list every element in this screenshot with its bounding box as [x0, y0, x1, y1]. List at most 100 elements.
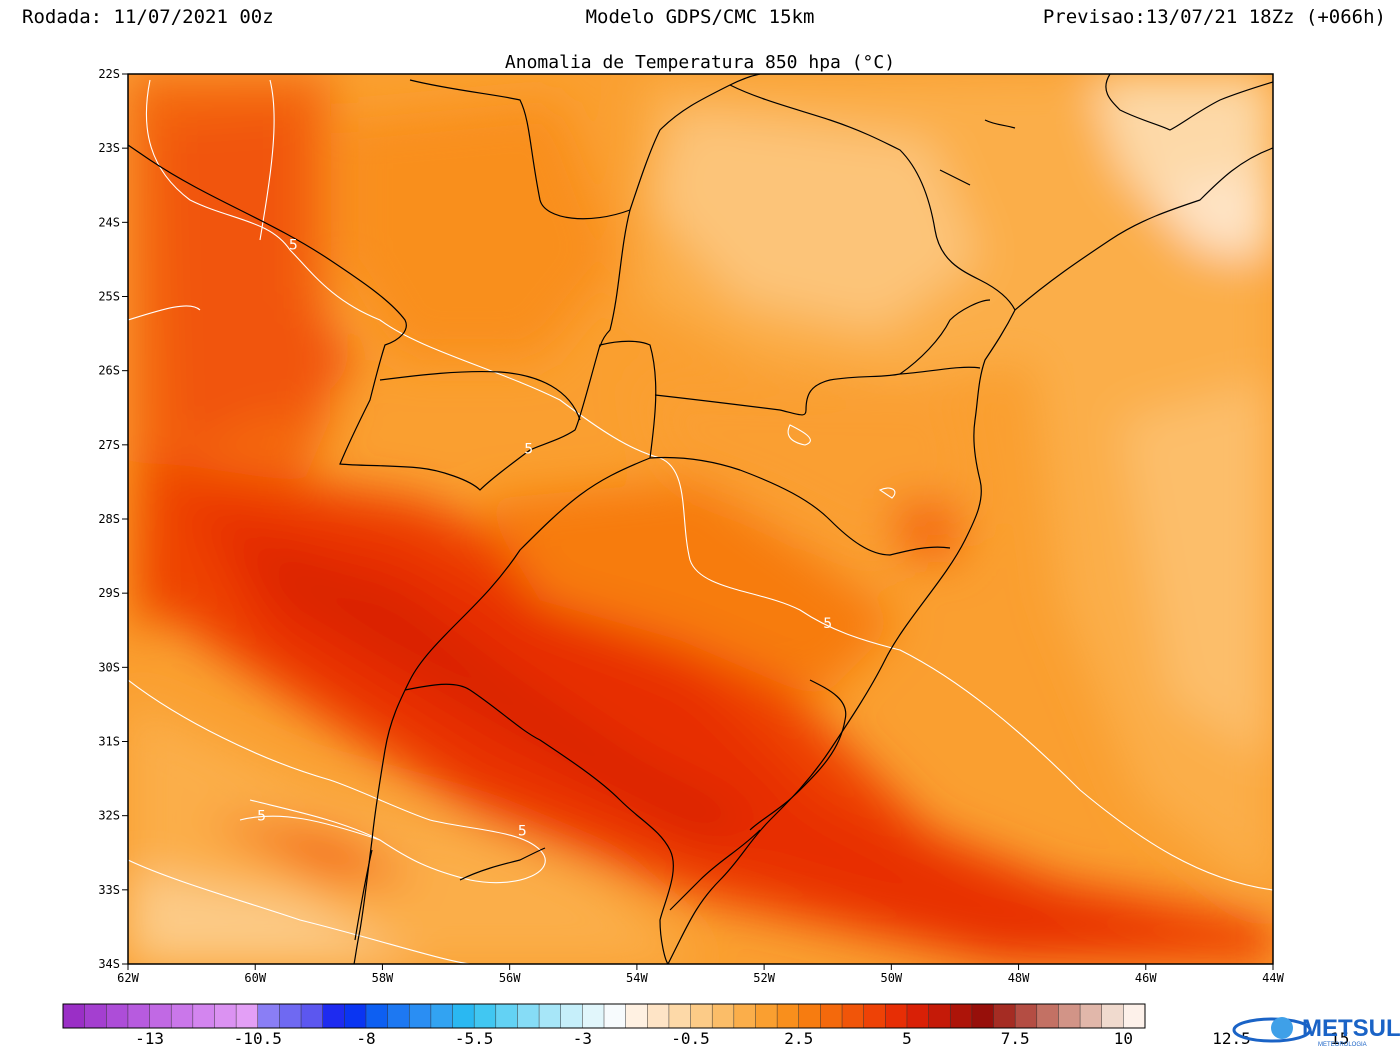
lon-tick-label: 54W — [626, 971, 648, 985]
colorbar-swatch — [1080, 1004, 1103, 1028]
lat-tick-label: 27S — [98, 438, 120, 452]
colorbar-swatch — [279, 1004, 302, 1028]
colorbar-swatch — [387, 1004, 410, 1028]
colorbar-swatch — [820, 1004, 843, 1028]
lon-tick-label: 62W — [117, 971, 139, 985]
colorbar-swatch — [452, 1004, 475, 1028]
contour-value-label: 5 — [289, 238, 298, 254]
colorbar-swatch — [106, 1004, 129, 1028]
colorbar-swatch — [192, 1004, 215, 1028]
colorbar-swatch — [257, 1004, 280, 1028]
contour-value-label: 5 — [518, 824, 527, 840]
colorbar-swatch — [1015, 1004, 1038, 1028]
colorbar-swatch — [906, 1004, 929, 1028]
lon-tick-label: 52W — [753, 971, 775, 985]
lat-tick-label: 34S — [98, 957, 120, 971]
colorbar-swatch — [798, 1004, 821, 1028]
lat-tick-label: 33S — [98, 883, 120, 897]
political-borders — [128, 74, 1273, 964]
colorbar-swatch — [430, 1004, 453, 1028]
anomaly-field — [128, 74, 1273, 964]
colorbar-swatch — [127, 1004, 150, 1028]
longitude-axis: 62W 60W 58W 56W 54W 52W 50W 48W 46W 44W — [117, 964, 1285, 985]
lat-tick-label: 31S — [98, 735, 120, 749]
colorbar-swatch — [1036, 1004, 1059, 1028]
colorbar-label: 10 — [1114, 1029, 1133, 1048]
colorbar-swatch — [1058, 1004, 1081, 1028]
colorbar-swatch — [171, 1004, 194, 1028]
colorbar-swatch — [755, 1004, 778, 1028]
logo-globe-icon — [1271, 1017, 1293, 1039]
lat-tick-label: 28S — [98, 512, 120, 526]
lat-tick-label: 30S — [98, 660, 120, 674]
lon-tick-label: 48W — [1008, 971, 1030, 985]
colorbar-label: -13 — [135, 1029, 164, 1048]
colorbar-swatch — [495, 1004, 518, 1028]
colorbar-swatch — [517, 1004, 540, 1028]
colorbar-swatch — [409, 1004, 432, 1028]
colorbar-label: -10.5 — [234, 1029, 282, 1048]
colorbar-label: -5.5 — [455, 1029, 494, 1048]
colorbar-swatch — [950, 1004, 973, 1028]
lat-tick-label: 32S — [98, 809, 120, 823]
colorbar-label: 5 — [902, 1029, 912, 1048]
lon-tick-label: 50W — [880, 971, 902, 985]
colorbar-swatch — [668, 1004, 691, 1028]
lat-tick-label: 29S — [98, 586, 120, 600]
colorbar-swatch — [1123, 1004, 1146, 1028]
colorbar-swatch — [690, 1004, 713, 1028]
lon-tick-label: 58W — [372, 971, 394, 985]
lon-tick-label: 56W — [499, 971, 521, 985]
colorbar-swatch — [582, 1004, 605, 1028]
contour-lines — [128, 79, 1273, 964]
colorbar-label: 7.5 — [1001, 1029, 1030, 1048]
colorbar-swatch — [863, 1004, 886, 1028]
metsul-logo: METSUL METEOROLOGIA — [1232, 1015, 1400, 1048]
colorbar-swatch — [842, 1004, 865, 1028]
colorbar: -13 -10.5 -8 -5.5 -3 -0.5 2.5 5 7.5 10 12.5 15 — [62, 1003, 1349, 1048]
colorbar-swatch — [84, 1004, 107, 1028]
colorbar-swatch — [625, 1004, 648, 1028]
colorbar-swatch — [993, 1004, 1016, 1028]
lat-tick-label: 26S — [98, 364, 120, 378]
run-time-label: Rodada: 11/07/2021 00z — [22, 6, 274, 28]
colorbar-swatch — [149, 1004, 172, 1028]
logo-globe-ring-icon — [1232, 1017, 1312, 1043]
model-name-label: Modelo GDPS/CMC 15km — [585, 6, 815, 28]
latitude-axis: 22S 23S 24S 25S 26S 27S 28S 29S 30S 31S 32S 33S 34S — [98, 67, 128, 971]
contour-value-label: 5 — [257, 809, 266, 825]
colorbar-label: -8 — [356, 1029, 375, 1048]
colorbar-swatch — [365, 1004, 388, 1028]
colorbar-swatch — [885, 1004, 908, 1028]
contour-value-label: 5 — [524, 442, 533, 458]
lon-tick-label: 44W — [1262, 971, 1284, 985]
colorbar-swatch — [301, 1004, 324, 1028]
colorbar-swatch — [1101, 1004, 1124, 1028]
lat-tick-label: 24S — [98, 215, 120, 229]
colorbar-swatch — [733, 1004, 756, 1028]
colorbar-frame — [62, 1003, 1146, 1029]
colorbar-label: -3 — [573, 1029, 592, 1048]
forecast-time-label: Previsao:13/07/21 18Zz (+066h) — [1042, 6, 1386, 28]
colorbar-swatch — [474, 1004, 497, 1028]
logo-subtext: METEOROLOGIA — [1318, 1042, 1367, 1048]
colorbar-swatch — [560, 1004, 583, 1028]
logo-text: METSUL — [1302, 1015, 1400, 1042]
lat-tick-label: 22S — [98, 67, 120, 81]
map-title: Anomalia de Temperatura 850 hpa (°C) — [504, 52, 896, 73]
contour-label-layer: 5 5 5 5 5 — [257, 238, 832, 840]
colorbar-swatch — [214, 1004, 237, 1028]
lon-tick-label: 46W — [1135, 971, 1157, 985]
contour-value-label: 5 — [823, 616, 832, 632]
colorbar-swatch — [344, 1004, 367, 1028]
lon-tick-label: 60W — [244, 971, 266, 985]
colorbar-swatch — [322, 1004, 345, 1028]
colorbar-label: 2.5 — [784, 1029, 813, 1048]
colorbar-label: -0.5 — [671, 1029, 710, 1048]
colorbar-swatch — [236, 1004, 259, 1028]
colorbar-swatch — [647, 1004, 670, 1028]
lat-tick-label: 23S — [98, 141, 120, 155]
lat-tick-label: 25S — [98, 290, 120, 304]
colorbar-swatch — [971, 1004, 994, 1028]
